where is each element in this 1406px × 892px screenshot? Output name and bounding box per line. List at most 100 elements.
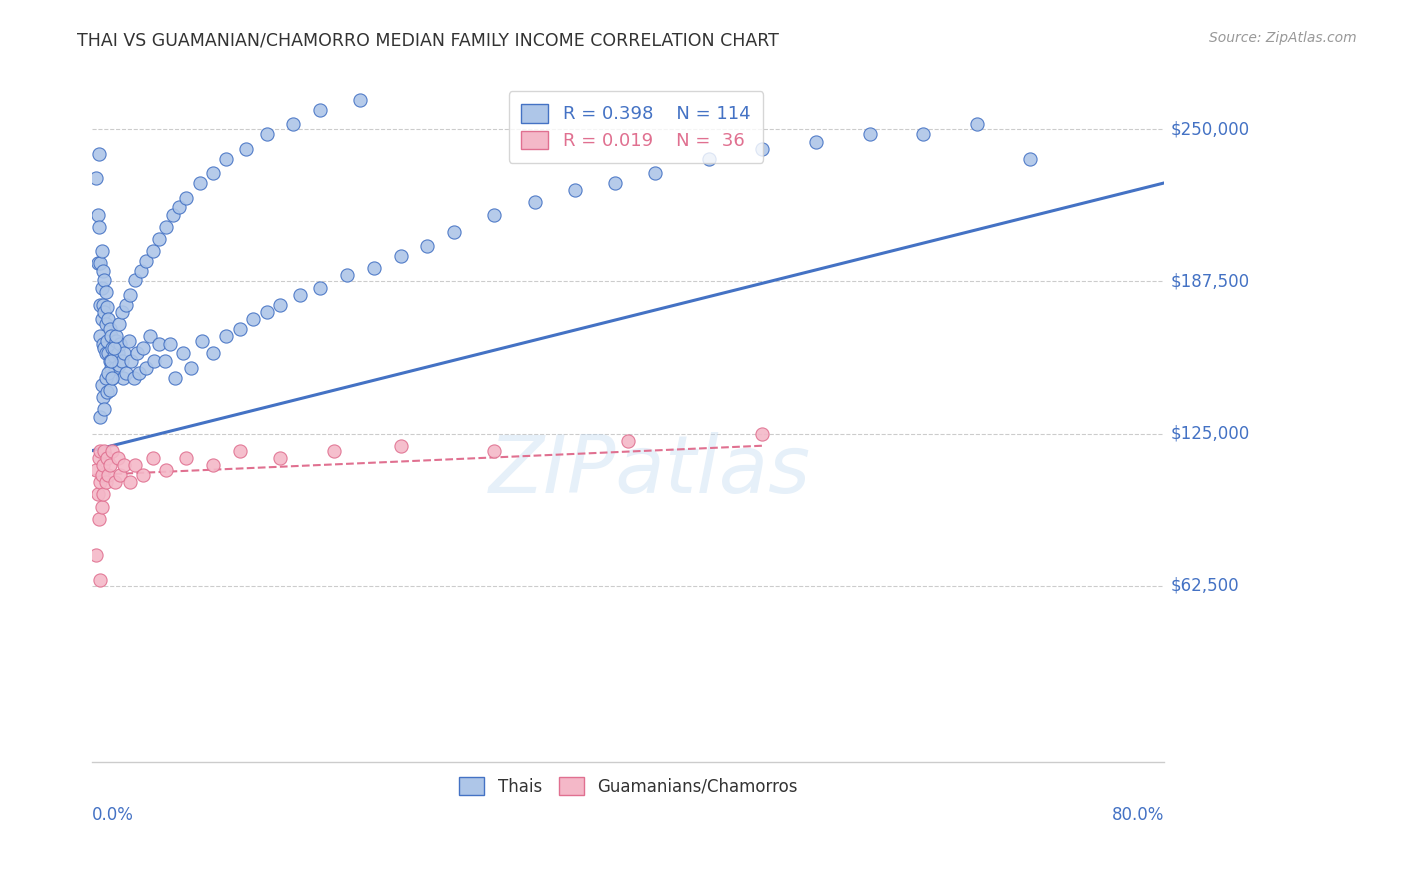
Point	[242, 312, 264, 326]
Text: 0.0%: 0.0%	[93, 805, 134, 824]
Point	[94, 346, 117, 360]
Point	[108, 317, 131, 331]
Point	[139, 329, 162, 343]
Point	[174, 450, 197, 465]
Point	[912, 127, 935, 141]
Text: $62,500: $62,500	[1171, 576, 1240, 595]
Point	[135, 360, 157, 375]
Point	[87, 512, 110, 526]
Point	[103, 342, 125, 356]
Point	[159, 336, 181, 351]
Point	[89, 297, 111, 311]
Point	[91, 458, 114, 473]
Point	[104, 360, 127, 375]
Point	[86, 487, 108, 501]
Point	[105, 334, 128, 348]
Point	[100, 360, 122, 375]
Point	[93, 273, 115, 287]
Point	[91, 263, 114, 277]
Point	[118, 475, 141, 490]
Point	[90, 244, 112, 258]
Point	[124, 273, 146, 287]
Point	[322, 443, 344, 458]
Point	[89, 573, 111, 587]
Point	[235, 142, 257, 156]
Point	[201, 458, 224, 473]
Point	[104, 475, 127, 490]
Point	[101, 370, 124, 384]
Point	[484, 443, 506, 458]
Point	[91, 390, 114, 404]
Point	[172, 346, 194, 360]
Point	[89, 409, 111, 424]
Point	[107, 346, 129, 360]
Point	[603, 176, 626, 190]
Point	[162, 208, 184, 222]
Point	[90, 500, 112, 514]
Point	[416, 239, 439, 253]
Point	[86, 208, 108, 222]
Point	[124, 458, 146, 473]
Point	[201, 166, 224, 180]
Point	[89, 329, 111, 343]
Point	[215, 329, 238, 343]
Point	[86, 171, 108, 186]
Point	[229, 322, 252, 336]
Point	[966, 118, 988, 132]
Point	[87, 146, 110, 161]
Point	[114, 458, 136, 473]
Text: Source: ZipAtlas.com: Source: ZipAtlas.com	[1209, 31, 1357, 45]
Point	[103, 349, 125, 363]
Point	[118, 288, 141, 302]
Point	[93, 305, 115, 319]
Point	[174, 190, 197, 204]
Point	[112, 370, 135, 384]
Point	[89, 443, 111, 458]
Text: $187,500: $187,500	[1171, 272, 1250, 291]
Point	[86, 548, 108, 562]
Point	[87, 219, 110, 234]
Point	[269, 297, 291, 311]
Point	[94, 317, 117, 331]
Point	[108, 359, 131, 373]
Point	[269, 450, 291, 465]
Point	[114, 297, 136, 311]
Text: $250,000: $250,000	[1171, 120, 1250, 138]
Point	[96, 385, 118, 400]
Point	[309, 280, 332, 294]
Point	[110, 467, 132, 482]
Point	[87, 450, 110, 465]
Point	[363, 261, 385, 276]
Point	[751, 426, 773, 441]
Point	[858, 127, 880, 141]
Point	[96, 334, 118, 348]
Point	[191, 334, 214, 348]
Point	[155, 463, 177, 477]
Text: $125,000: $125,000	[1171, 425, 1250, 442]
Point	[93, 443, 115, 458]
Point	[309, 103, 332, 117]
Point	[105, 329, 128, 343]
Point	[1019, 152, 1042, 166]
Point	[644, 166, 666, 180]
Point	[94, 285, 117, 300]
Point	[523, 195, 546, 210]
Point	[101, 370, 124, 384]
Point	[94, 475, 117, 490]
Point	[148, 336, 170, 351]
Point	[89, 256, 111, 270]
Point	[165, 370, 187, 384]
Point	[98, 322, 121, 336]
Point	[143, 353, 166, 368]
Point	[155, 219, 177, 234]
Legend: Thais, Guamanians/Chamorros: Thais, Guamanians/Chamorros	[453, 771, 804, 802]
Point	[96, 450, 118, 465]
Point	[89, 475, 111, 490]
Point	[564, 183, 586, 197]
Point	[93, 342, 115, 356]
Point	[101, 443, 124, 458]
Point	[201, 346, 224, 360]
Point	[349, 93, 371, 107]
Point	[153, 353, 176, 368]
Point	[169, 200, 191, 214]
